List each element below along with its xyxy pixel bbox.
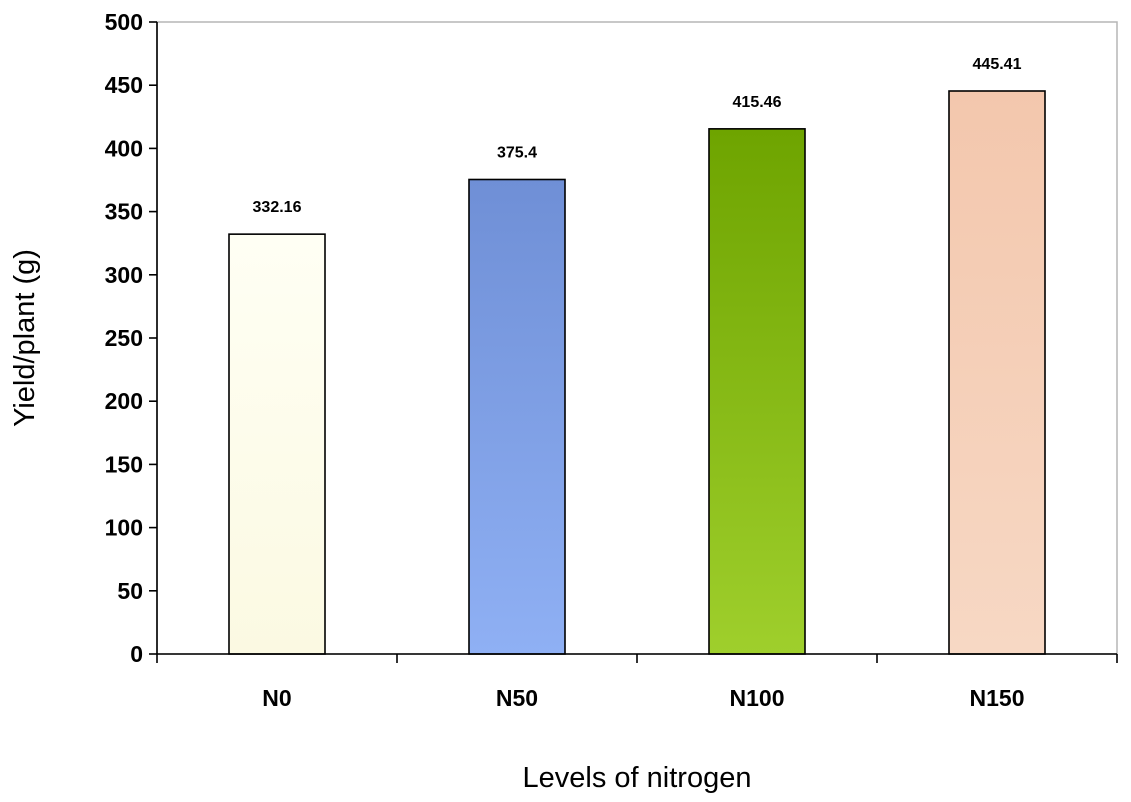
data-label-n100: 415.46: [733, 94, 782, 111]
y-tick-label: 100: [105, 515, 143, 541]
x-tick-label-n150: N150: [970, 685, 1025, 711]
x-axis: N0 N50 N100 N150: [156, 653, 1118, 711]
y-tick-label: 0: [130, 641, 143, 667]
y-tick-label: 150: [105, 451, 143, 477]
x-tick-label-n0: N0: [262, 685, 291, 711]
x-tick-label-n100: N100: [730, 685, 785, 711]
y-tick-label: 300: [105, 262, 143, 288]
bars-group: [228, 90, 1046, 655]
y-axis-title: Yield/plant (g): [9, 249, 41, 427]
x-tick-label-n50: N50: [496, 685, 538, 711]
data-label-n150: 445.41: [973, 56, 1022, 73]
data-labels-group: 332.16 375.4 415.46 445.41: [253, 56, 1022, 216]
y-tick-label: 400: [105, 135, 143, 161]
x-axis-title: Levels of nitrogen: [523, 762, 752, 794]
bar-n0: [228, 233, 326, 655]
y-tick-label: 200: [105, 388, 143, 414]
y-axis: 0 50 100 150 200 250 300 350 400 450 500: [105, 9, 158, 667]
y-tick-label: 450: [105, 72, 143, 98]
y-tick-label: 50: [117, 578, 143, 604]
data-label-n0: 332.16: [253, 199, 302, 216]
y-tick-label: 350: [105, 199, 143, 225]
bar-n150: [948, 90, 1046, 655]
y-tick-label: 250: [105, 325, 143, 351]
data-label-n50: 375.4: [497, 144, 537, 161]
y-tick-label: 500: [105, 9, 143, 35]
bar-n100: [708, 128, 806, 655]
bar-n50: [468, 178, 566, 655]
